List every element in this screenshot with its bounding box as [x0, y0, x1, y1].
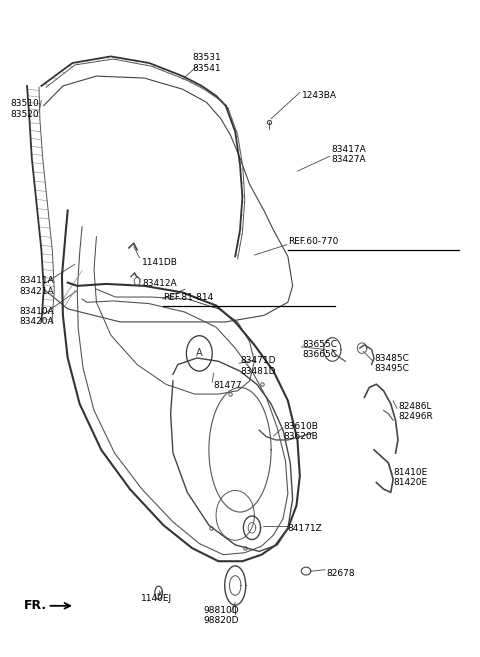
- Text: 82678: 82678: [326, 568, 355, 578]
- Text: 83471D
83481D: 83471D 83481D: [240, 356, 276, 376]
- Text: 1141DB: 1141DB: [142, 258, 178, 267]
- Text: 83410A
83420A: 83410A 83420A: [20, 307, 55, 327]
- Text: 83485C
83495C: 83485C 83495C: [374, 353, 409, 373]
- Text: 83610B
83620B: 83610B 83620B: [283, 422, 318, 441]
- Text: 81410E
81420E: 81410E 81420E: [393, 468, 427, 487]
- Text: 1243BA: 1243BA: [302, 91, 337, 101]
- Text: 83510
83520: 83510 83520: [10, 99, 39, 118]
- Text: 98810D
98820D: 98810D 98820D: [203, 606, 239, 625]
- Text: 83531
83541: 83531 83541: [192, 53, 221, 73]
- Text: 1140EJ: 1140EJ: [141, 594, 172, 603]
- Text: 83655C
83665C: 83655C 83665C: [302, 340, 337, 359]
- Text: A: A: [196, 348, 203, 359]
- Text: 83417A
83427A: 83417A 83427A: [331, 145, 366, 164]
- Text: 84171Z: 84171Z: [288, 524, 323, 533]
- Text: 82486L
82496R: 82486L 82496R: [398, 402, 432, 421]
- Text: REF.60-770: REF.60-770: [288, 237, 338, 246]
- Text: 81477: 81477: [214, 381, 242, 390]
- Text: 83411A
83421A: 83411A 83421A: [20, 276, 55, 296]
- Text: FR.: FR.: [24, 599, 47, 612]
- Text: REF.81-814: REF.81-814: [163, 292, 214, 302]
- Text: 83412A: 83412A: [142, 279, 177, 288]
